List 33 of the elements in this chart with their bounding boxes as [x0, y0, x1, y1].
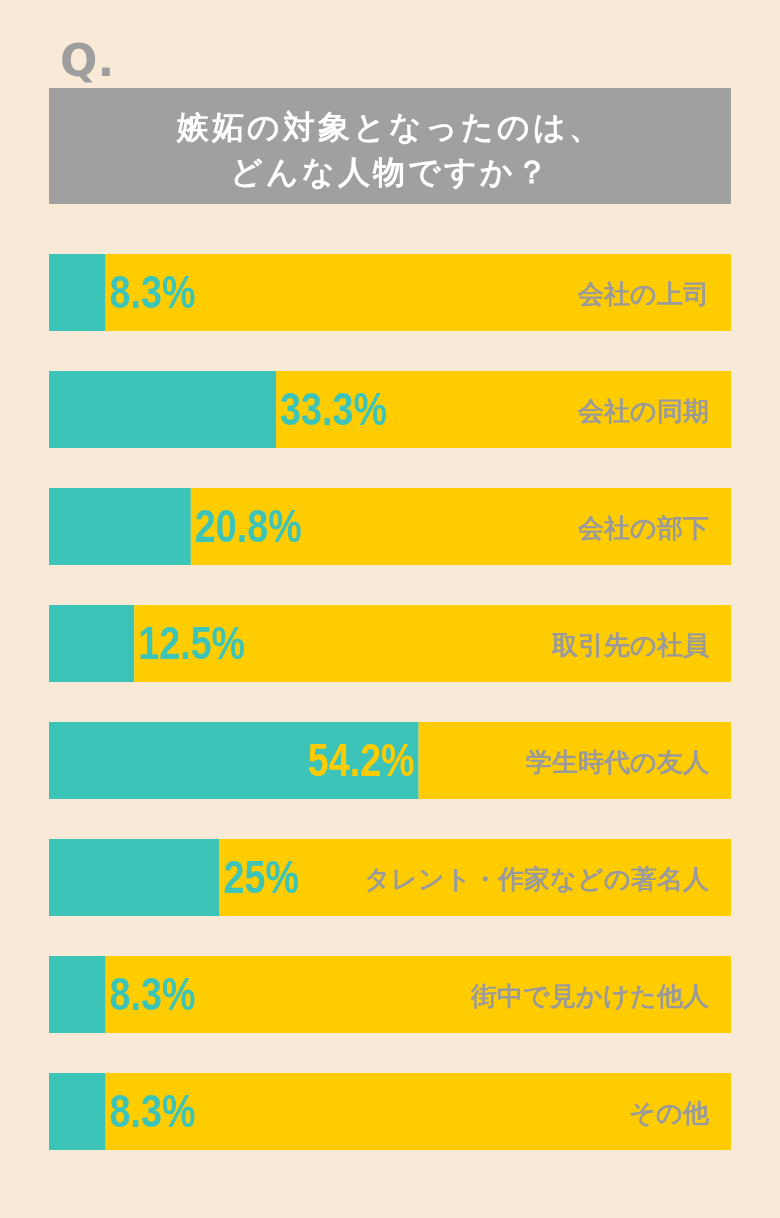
bar [105, 1073, 731, 1150]
bar [49, 605, 135, 682]
y-tick-label: タレント・作家などの著名人 [364, 863, 710, 894]
data-label: 8.3% [109, 266, 196, 319]
y-tick-label: その他 [629, 1097, 710, 1128]
bar [49, 254, 106, 331]
bar [105, 254, 731, 331]
bar [105, 956, 731, 1033]
bar [134, 605, 731, 682]
data-label: 25% [223, 851, 299, 904]
data-label: 20.8% [194, 500, 302, 553]
data-label: 8.3% [109, 1085, 196, 1138]
bar [49, 839, 220, 916]
data-label: 33.3% [280, 383, 388, 436]
y-tick-label: 学生時代の友人 [526, 746, 710, 777]
y-tick-label: 街中で見かけた他人 [470, 980, 710, 1011]
y-tick-label: 会社の同期 [577, 395, 709, 426]
bar [190, 488, 731, 565]
data-label: 8.3% [109, 968, 196, 1021]
text: Q. [60, 35, 115, 86]
bar [49, 1073, 106, 1150]
bar [49, 488, 191, 565]
bar [49, 722, 419, 799]
y-tick-label: 会社の部下 [577, 512, 709, 543]
data-label: 12.5% [138, 617, 246, 670]
data-label: 54.2% [307, 734, 415, 787]
chart-title: 嫉妬の対象となったのは、どんな人物ですか？ [175, 108, 604, 191]
bar [418, 722, 731, 799]
bar [49, 956, 106, 1033]
y-tick-label: 会社の上司 [577, 278, 709, 309]
bar [276, 371, 731, 448]
y-tick-label: 取引先の社員 [551, 629, 709, 660]
bar [49, 371, 277, 448]
